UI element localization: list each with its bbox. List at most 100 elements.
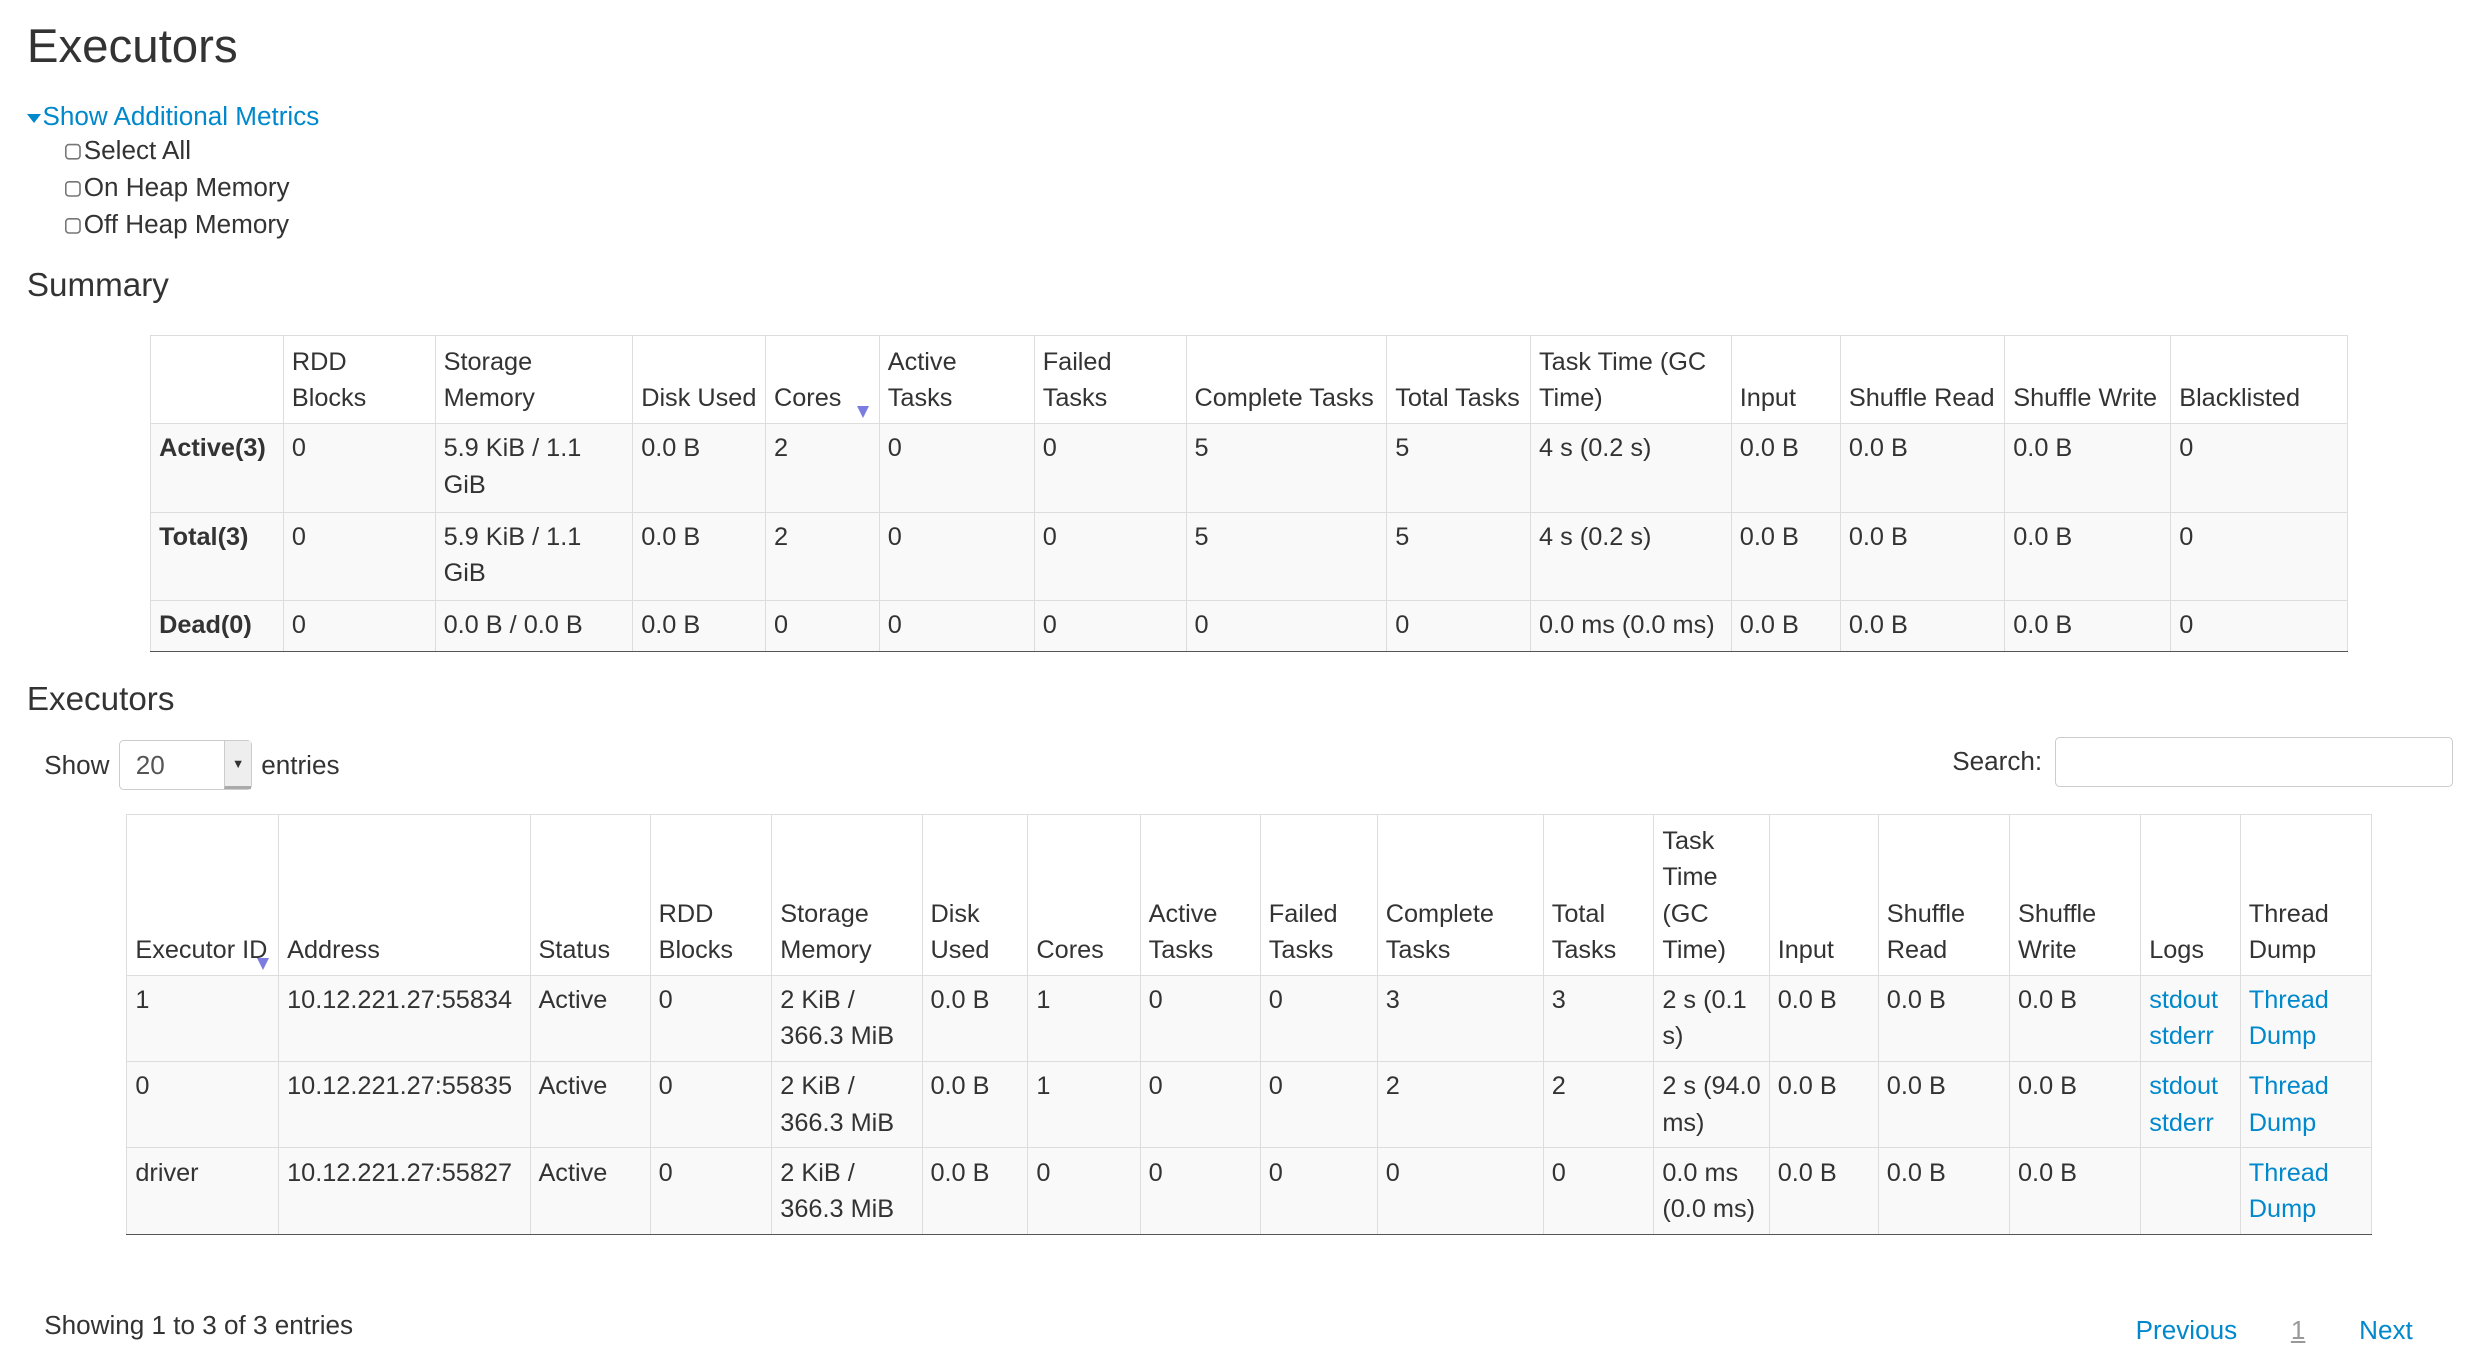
executor-cell: 0.0 B xyxy=(1768,974,1879,1062)
executor-cell: 0.0 B xyxy=(921,974,1028,1062)
thread-dump-link[interactable]: Thread Dump xyxy=(2248,986,2329,1051)
select-all-checkbox[interactable] xyxy=(64,143,83,161)
column-header-storage-memory[interactable]: Storage Memory xyxy=(434,335,633,424)
column-header-task-time-gc-time[interactable]: Task Time (GC Time) xyxy=(1653,814,1770,976)
logs-cell: stdout stderr xyxy=(2140,1061,2241,1148)
search-input[interactable] xyxy=(2054,736,2454,788)
executor-cell: Active xyxy=(529,1147,651,1235)
summary-cell: 0 xyxy=(1033,423,1187,513)
executor-row: 1 10.12.221.27:55834 Active 0 2 KiB / 366.3 … xyxy=(126,974,2373,1062)
column-header-input[interactable]: Input xyxy=(1768,814,1879,976)
column-header-complete-tasks[interactable]: Complete Tasks xyxy=(1185,335,1387,424)
column-header-status[interactable]: Status xyxy=(529,814,651,976)
summary-cell: 0.0 B xyxy=(1730,423,1841,513)
executor-cell: 0.0 B xyxy=(1877,974,2010,1062)
executor-cell: 0.0 B xyxy=(1768,1061,1879,1148)
executor-cell: 0.0 B xyxy=(1768,1147,1879,1235)
column-header-complete-tasks[interactable]: Complete Tasks xyxy=(1376,814,1544,976)
executor-row: 0 10.12.221.27:55835 Active 0 2 KiB / 366.3 … xyxy=(126,1061,2373,1148)
thread-dump-link[interactable]: Thread Dump xyxy=(2248,1072,2329,1137)
column-header-total-tasks[interactable]: Total Tasks xyxy=(1386,335,1531,424)
summary-cell: 0 xyxy=(878,423,1035,513)
previous-button[interactable]: Previous xyxy=(2135,1315,2238,1346)
page-1-button[interactable]: 1 xyxy=(2290,1315,2306,1346)
column-header-task-time-gc-time[interactable]: Task Time (GC Time) xyxy=(1530,335,1732,424)
checkbox-off-heap-memory[interactable]: Off Heap Memory xyxy=(64,206,320,243)
table-info: Showing 1 to 3 of 3 entries xyxy=(44,1310,354,1341)
thread-dump-cell: Thread Dump xyxy=(2239,1061,2373,1148)
off-heap-memory-checkbox[interactable] xyxy=(64,217,83,236)
summary-title: Summary xyxy=(26,267,169,305)
row-label: Total(3) xyxy=(150,511,284,601)
summary-cell: 2 xyxy=(765,511,880,601)
executor-cell: 0 xyxy=(1259,1061,1378,1148)
checkbox-label: Off Heap Memory xyxy=(83,209,290,240)
show-additional-metrics-toggle[interactable]: Show Additional Metrics xyxy=(26,101,319,131)
column-header-shuffle-write[interactable]: Shuffle Write xyxy=(2004,335,2171,424)
page-size-select[interactable]: 20 ▼ xyxy=(118,739,252,791)
column-header-logs[interactable]: Logs xyxy=(2140,814,2241,976)
show-label: Show xyxy=(44,749,110,780)
page-title: Executors xyxy=(26,19,238,73)
column-header-failed-tasks[interactable]: Failed Tasks xyxy=(1033,335,1187,424)
column-header-disk-used[interactable]: Disk Used xyxy=(921,814,1028,976)
column-header-storage-memory[interactable]: Storage Memory xyxy=(771,814,923,976)
executor-cell: 0.0 B xyxy=(2009,1147,2141,1235)
executor-cell: 1 xyxy=(126,974,279,1062)
stdout-link[interactable]: stdout xyxy=(2149,1072,2219,1101)
sort-descending-icon xyxy=(857,406,870,418)
checkbox-select-all[interactable]: Select All xyxy=(64,132,320,169)
summary-cell: 0 xyxy=(765,600,880,652)
search-control: Search: xyxy=(1952,736,2454,788)
executor-cell: 2 xyxy=(1542,1061,1654,1148)
summary-table: RDD Blocks Storage Memory Disk Used Cores Ac… xyxy=(150,335,2349,652)
column-header-rdd-blocks[interactable]: RDD Blocks xyxy=(649,814,772,976)
thread-dump-link[interactable]: Thread Dump xyxy=(2248,1158,2329,1224)
sort-descending-icon xyxy=(256,958,269,970)
thread-dump-cell: Thread Dump xyxy=(2239,1147,2373,1235)
column-header-executor-id[interactable]: Executor ID xyxy=(126,814,279,976)
column-header-shuffle-read[interactable]: Shuffle Read xyxy=(1839,335,2005,424)
executor-cell: 0.0 B xyxy=(2009,1061,2141,1148)
column-header-cores[interactable]: Cores xyxy=(1027,814,1141,976)
checkbox-on-heap-memory[interactable]: On Heap Memory xyxy=(64,169,320,206)
logs-cell: stdout stderr xyxy=(2140,974,2241,1062)
column-header-blacklisted[interactable]: Blacklisted xyxy=(2170,335,2349,424)
executor-cell: 0 xyxy=(649,1061,772,1148)
column-header-failed-tasks[interactable]: Failed Tasks xyxy=(1259,814,1378,976)
summary-cell: 5.9 KiB / 1.1 GiB xyxy=(434,511,633,601)
row-label: Dead(0) xyxy=(150,600,284,652)
column-header-cores[interactable]: Cores xyxy=(765,335,880,424)
column-header-disk-used[interactable]: Disk Used xyxy=(632,335,766,424)
column-header-total-tasks[interactable]: Total Tasks xyxy=(1542,814,1654,976)
executors-title: Executors xyxy=(26,681,175,719)
column-header-thread-dump[interactable]: Thread Dump xyxy=(2239,814,2373,976)
summary-cell: 0 xyxy=(1033,600,1187,652)
summary-cell: 0.0 B xyxy=(632,423,766,513)
stdout-link[interactable]: stdout xyxy=(2149,986,2219,1015)
column-header-active-tasks[interactable]: Active Tasks xyxy=(1139,814,1261,976)
next-button[interactable]: Next xyxy=(2359,1315,2413,1346)
column-header-blank[interactable] xyxy=(150,335,284,424)
pagination: Previous 1 Next xyxy=(2136,1315,2413,1346)
column-header-shuffle-write[interactable]: Shuffle Write xyxy=(2009,814,2141,976)
column-header-shuffle-read[interactable]: Shuffle Read xyxy=(1877,814,2010,976)
executor-cell: 0.0 ms (0.0 ms) xyxy=(1653,1147,1770,1235)
stderr-link[interactable]: stderr xyxy=(2149,1022,2214,1051)
executor-cell: 0.0 B xyxy=(921,1147,1028,1235)
on-heap-memory-checkbox[interactable] xyxy=(64,180,83,198)
executor-cell: 1 xyxy=(1027,974,1141,1062)
column-header-input[interactable]: Input xyxy=(1730,335,1841,424)
column-header-address[interactable]: Address xyxy=(278,814,531,976)
summary-cell: 0.0 B xyxy=(1730,511,1841,601)
summary-cell: 0.0 B xyxy=(632,600,766,652)
summary-cell: 0.0 B xyxy=(632,511,766,601)
executor-cell: 2 s (0.1 s) xyxy=(1653,974,1770,1062)
summary-cell: 0 xyxy=(2170,511,2349,601)
column-header-rdd-blocks[interactable]: RDD Blocks xyxy=(282,335,436,424)
summary-cell: 0.0 B xyxy=(2004,423,2171,513)
column-header-active-tasks[interactable]: Active Tasks xyxy=(878,335,1035,424)
executor-cell: 0 xyxy=(1027,1147,1141,1235)
stderr-link[interactable]: stderr xyxy=(2149,1108,2214,1137)
summary-cell: 5 xyxy=(1185,511,1387,601)
